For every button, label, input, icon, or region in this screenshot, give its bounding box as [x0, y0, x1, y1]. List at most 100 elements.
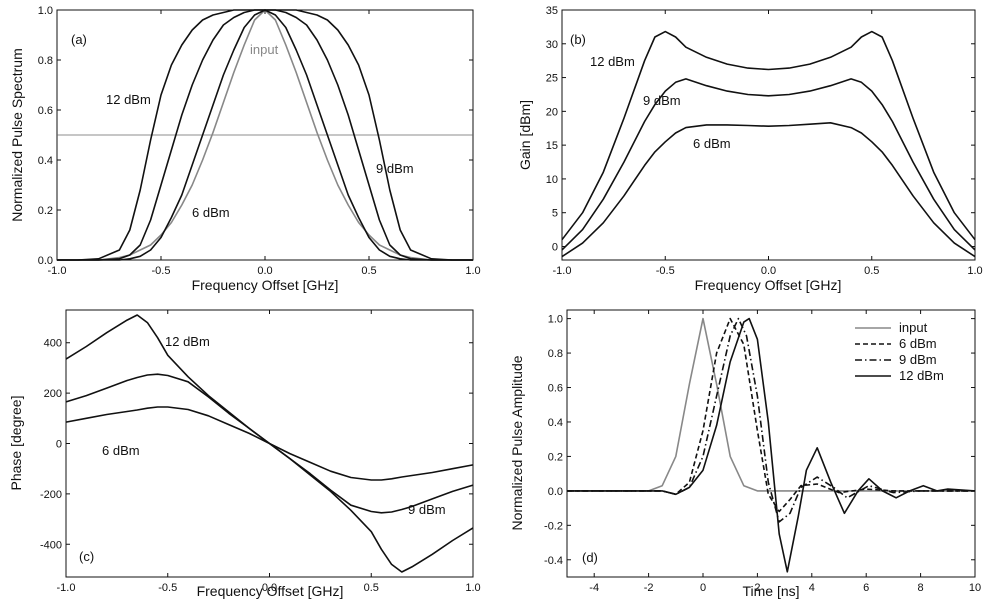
x-tick-label: 0.0: [257, 265, 272, 277]
series-line: [567, 317, 975, 513]
y-axis-label: Phase [degree]: [8, 396, 24, 491]
y-tick-label: 0.2: [548, 451, 563, 463]
y-axis-ticks: -0.4 -0.2 0.0 0.2 0.4 0.6 0.8 1.0: [544, 314, 975, 567]
annotation-12-dbm: 12 dBm: [106, 92, 151, 107]
annotation-9-dbm: 9 dBm: [376, 161, 414, 176]
annotation-12-dbm: 12 dBm: [590, 54, 635, 69]
y-axis-ticks: 0 5 10 15 20 25 30 35: [546, 5, 975, 253]
x-tick-label: -0.5: [656, 265, 675, 277]
y-tick-label: 200: [44, 388, 62, 400]
x-axis-label: Time [ns]: [742, 583, 799, 599]
x-tick-label: -0.5: [152, 265, 171, 277]
panel-label: (a): [71, 32, 87, 47]
y-tick-label: 0.8: [38, 55, 53, 67]
y-tick-label: 0.4: [548, 417, 563, 429]
y-tick-label: 30: [546, 39, 558, 51]
panel-label: (d): [582, 550, 598, 565]
y-tick-label: 0.0: [548, 486, 563, 498]
series-line: [561, 122, 976, 258]
y-tick-label: 0.6: [38, 105, 53, 117]
series-line: [561, 30, 976, 241]
x-tick-label: -1.0: [57, 582, 76, 594]
x-tick-label: 1.0: [465, 265, 480, 277]
y-axis-label: Gain [dBm]: [517, 100, 533, 170]
x-tick-label: 4: [809, 582, 815, 594]
plot-lines: [567, 317, 976, 573]
series-line: [567, 317, 975, 523]
series-line: [57, 9, 473, 261]
legend-label: input: [899, 320, 928, 335]
y-axis-ticks: -400 -200 0 200 400: [40, 338, 473, 551]
x-axis-ticks: -4 -2 0 2 4 6 8 10: [589, 310, 981, 594]
y-tick-label: -0.2: [544, 520, 563, 532]
x-axis-label: Frequency Offset [GHz]: [695, 277, 842, 293]
annotation-6-dbm: 6 dBm: [192, 205, 230, 220]
panel-label: (c): [79, 549, 94, 564]
y-tick-label: 0.6: [548, 383, 563, 395]
panel-a: -1.0 -0.5 0.0 0.5 1.0 0.0 0.2 0.4 0.6 0.8 1.0 (a)…: [9, 5, 481, 293]
x-tick-label: 0.5: [361, 265, 376, 277]
x-tick-label: 8: [918, 582, 924, 594]
panel-label: (b): [570, 32, 586, 47]
annotation-input: input: [250, 42, 279, 57]
series-line: [567, 317, 976, 573]
x-axis-label: Frequency Offset [GHz]: [192, 277, 339, 293]
plot-frame: [561, 9, 976, 261]
x-tick-label: 1.0: [967, 265, 982, 277]
y-tick-label: 0: [552, 241, 558, 253]
plot-lines: [561, 30, 976, 258]
x-tick-label: 0: [700, 582, 706, 594]
x-tick-label: 1.0: [465, 582, 480, 594]
legend-label: 6 dBm: [899, 336, 937, 351]
plot-lines: [65, 314, 474, 573]
y-tick-label: 10: [546, 174, 558, 186]
x-tick-label: 0.5: [864, 265, 879, 277]
x-tick-label: -2: [644, 582, 654, 594]
plot-frame: [566, 309, 976, 578]
series-line: [65, 314, 474, 573]
x-tick-label: -1.0: [553, 265, 572, 277]
panel-d: -4 -2 0 2 4 6 8 10 -0.4 -0.2 0.0 0.2 0.4 0.6 0.8 1.0 i…: [509, 309, 981, 599]
y-axis-label: Normalized Pulse Amplitude: [509, 355, 525, 530]
y-tick-label: 5: [552, 208, 558, 220]
annotation-9-dbm: 9 dBm: [643, 93, 681, 108]
y-axis-label: Normalized Pulse Spectrum: [9, 48, 25, 222]
y-tick-label: 0.0: [38, 255, 53, 267]
annotation-12-dbm: 12 dBm: [165, 334, 210, 349]
x-axis-ticks: -1.0 -0.5 0.0 0.5 1.0: [57, 310, 481, 594]
plot-lines: [57, 9, 473, 261]
y-tick-label: 400: [44, 338, 62, 350]
legend-label: 9 dBm: [899, 352, 937, 367]
x-tick-label: 2: [754, 582, 760, 594]
panel-b: -1.0 -0.5 0.0 0.5 1.0 0 5 10 15 20 25 30 35 (b) 12 …: [517, 5, 983, 293]
x-tick-label: -0.5: [158, 582, 177, 594]
y-tick-label: 15: [546, 140, 558, 152]
x-tick-label: -1.0: [48, 265, 67, 277]
y-tick-label: 25: [546, 73, 558, 85]
y-tick-label: 20: [546, 106, 558, 118]
y-tick-label: 1.0: [38, 5, 53, 17]
x-axis-label: Frequency Offset [GHz]: [197, 583, 344, 599]
series-line: [561, 78, 976, 251]
y-tick-label: 35: [546, 5, 558, 17]
y-tick-label: 1.0: [548, 314, 563, 326]
x-axis-ticks: -1.0 -0.5 0.0 0.5 1.0: [48, 10, 481, 277]
annotation-9-dbm: 9 dBm: [408, 502, 446, 517]
annotation-6-dbm: 6 dBm: [693, 136, 731, 151]
y-tick-label: -200: [40, 489, 62, 501]
x-tick-label: 0.0: [262, 582, 277, 594]
panel-c: -1.0 -0.5 0.0 0.5 1.0 -400 -200 0 200 400 12 dBm…: [8, 309, 481, 599]
series-line: [567, 317, 975, 492]
y-tick-label: 0.4: [38, 155, 53, 167]
annotation-6-dbm: 6 dBm: [102, 443, 140, 458]
x-tick-label: 10: [969, 582, 981, 594]
y-axis-ticks: 0.0 0.2 0.4 0.6 0.8 1.0: [38, 5, 473, 267]
y-tick-label: 0: [56, 439, 62, 451]
y-tick-label: -400: [40, 539, 62, 551]
x-tick-label: -4: [589, 582, 599, 594]
x-axis-ticks: -1.0 -0.5 0.0 0.5 1.0: [553, 10, 983, 277]
y-tick-label: 0.8: [548, 348, 563, 360]
y-tick-label: 0.2: [38, 205, 53, 217]
